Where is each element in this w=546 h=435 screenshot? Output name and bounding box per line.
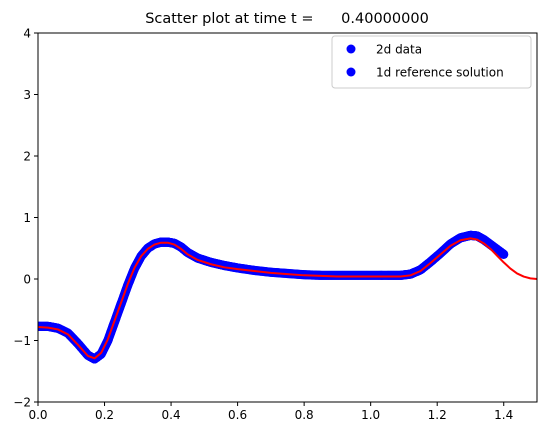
legend-marker-reference xyxy=(346,67,356,77)
y-tick-label: −1 xyxy=(13,334,31,348)
legend-box xyxy=(331,35,532,89)
legend: 2d data 1d reference solution xyxy=(331,35,532,89)
y-tick-label: 4 xyxy=(23,26,31,40)
x-tick-label: 1.4 xyxy=(494,408,513,422)
chart-title: Scatter plot at time t = 0.40000000 xyxy=(145,11,429,27)
y-axis: −2 −1 0 1 2 3 4 xyxy=(13,26,38,409)
x-tick-label: 0.0 xyxy=(28,408,47,422)
x-tick-label: 0.4 xyxy=(162,408,181,422)
scatter-point xyxy=(499,249,509,259)
reference-solution-line xyxy=(38,237,537,360)
x-tick-label: 1.0 xyxy=(361,408,380,422)
y-tick-label: 2 xyxy=(23,149,31,163)
legend-label-reference: 1d reference solution xyxy=(376,66,504,80)
y-tick-label: −2 xyxy=(13,395,31,409)
x-tick-label: 1.2 xyxy=(428,408,447,422)
x-tick-label: 0.6 xyxy=(228,408,247,422)
legend-marker-2d-data xyxy=(346,44,356,54)
y-tick-label: 0 xyxy=(23,272,31,286)
x-tick-label: 0.2 xyxy=(95,408,114,422)
x-tick-label: 0.8 xyxy=(295,408,314,422)
plot-data xyxy=(38,230,537,364)
y-tick-label: 1 xyxy=(23,211,31,225)
x-axis: 0.0 0.2 0.4 0.6 0.8 1.0 1.2 1.4 xyxy=(28,402,513,422)
legend-label-2d-data: 2d data xyxy=(376,43,422,57)
y-tick-label: 3 xyxy=(23,88,31,102)
